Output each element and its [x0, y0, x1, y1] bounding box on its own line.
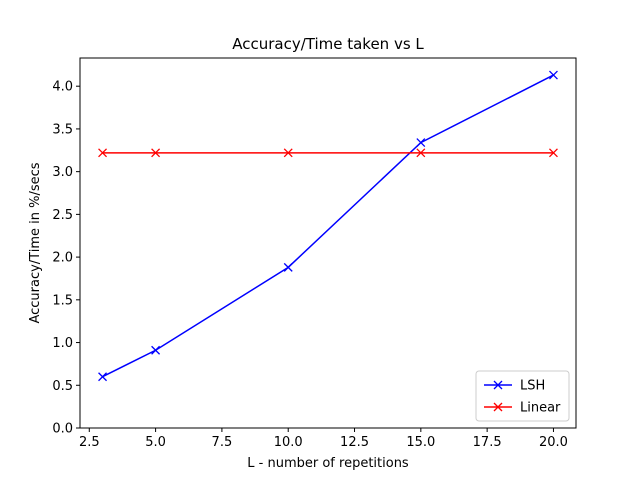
legend-label-linear: Linear	[520, 401, 561, 416]
x-tick-label: 2.5	[79, 435, 100, 450]
data-point-lsh	[283, 262, 293, 272]
series-line-lsh	[102, 74, 554, 378]
y-tick-label: 1.0	[52, 336, 73, 351]
y-tick-label: 0.5	[52, 379, 73, 394]
y-tick-label: 2.5	[52, 208, 73, 223]
y-tick-label: 0.0	[52, 422, 73, 437]
x-tick-label: 10.0	[274, 435, 303, 450]
data-point-lsh	[98, 372, 108, 382]
data-point-linear	[98, 148, 108, 158]
data-point-linear	[283, 148, 293, 158]
data-point-lsh	[548, 70, 558, 80]
x-tick-label: 12.5	[340, 435, 369, 450]
x-tick-label: 17.5	[473, 435, 502, 450]
x-axis: 2.5 5.0 7.5 10.0 12.5 15.0 17.5 20.0	[79, 428, 568, 450]
y-axis: 0.0 0.5 1.0 1.5 2.0 2.5 3.0 3.5 4.0	[52, 80, 80, 437]
y-axis-label: Accuracy/Time in %/secs	[28, 162, 43, 323]
x-tick-label: 5.0	[145, 435, 166, 450]
y-tick-label: 1.5	[52, 293, 73, 308]
data-point-linear	[548, 148, 558, 158]
legend: LSH Linear	[475, 370, 570, 422]
x-axis-label: L - number of repetitions	[247, 456, 409, 471]
legend-label-lsh: LSH	[520, 379, 545, 394]
chart-title: Accuracy/Time taken vs L	[232, 35, 424, 53]
data-point-lsh	[151, 345, 161, 355]
y-tick-label: 4.0	[52, 80, 73, 95]
data-point-lsh	[416, 138, 426, 148]
x-tick-label: 15.0	[406, 435, 435, 450]
axes-frame	[79, 57, 577, 429]
y-tick-label: 2.0	[52, 251, 73, 266]
plot-area	[98, 70, 558, 382]
data-point-linear	[151, 148, 161, 158]
data-point-linear	[416, 148, 426, 158]
x-tick-label: 7.5	[212, 435, 233, 450]
legend-marker-lsh	[493, 380, 503, 390]
x-tick-label: 20.0	[539, 435, 568, 450]
legend-marker-linear	[493, 402, 503, 412]
y-tick-label: 3.5	[52, 122, 73, 137]
y-tick-label: 3.0	[52, 165, 73, 180]
